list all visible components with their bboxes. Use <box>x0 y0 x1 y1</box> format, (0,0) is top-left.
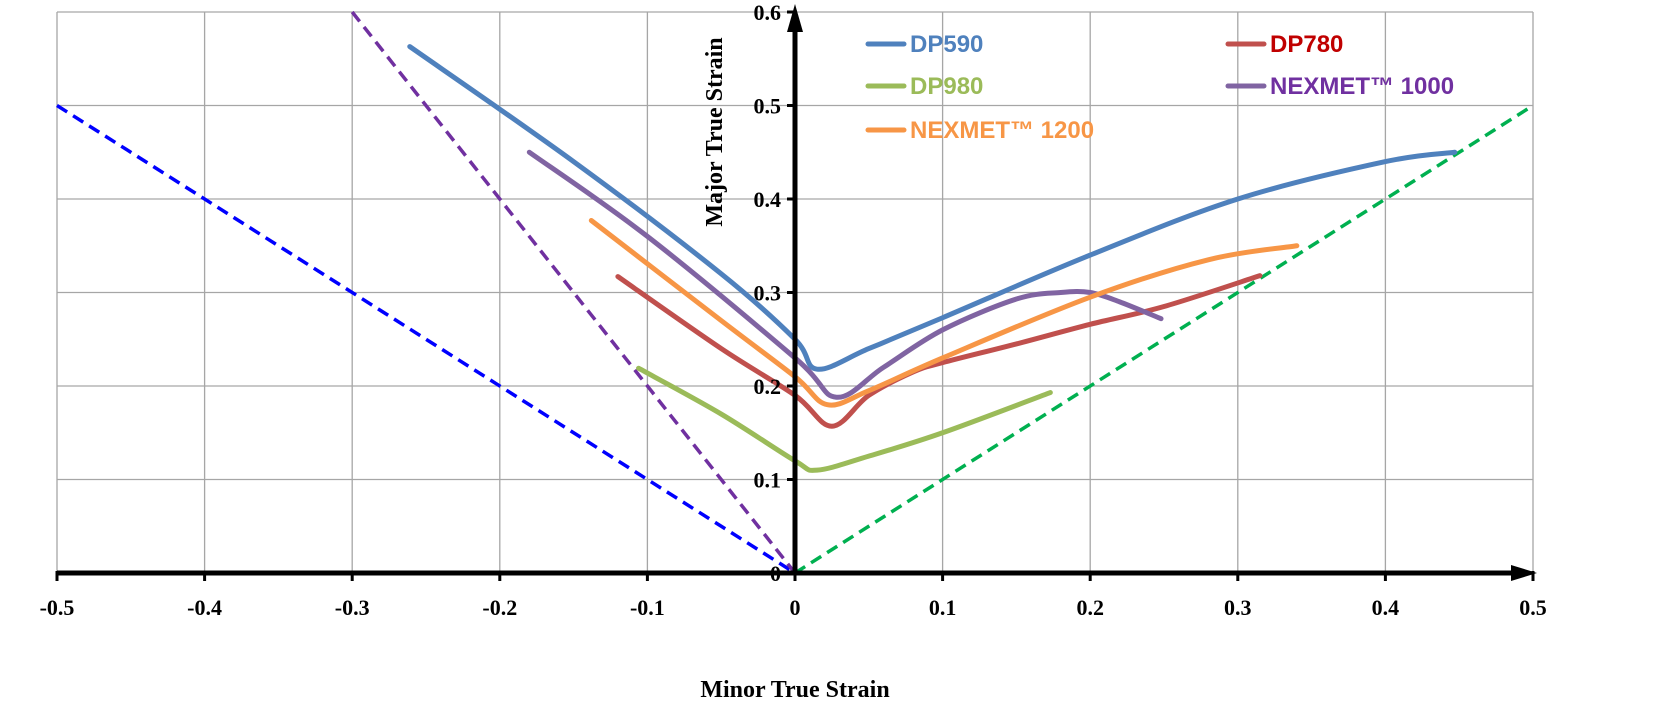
x-tick-label: -0.1 <box>630 595 665 620</box>
legend-label: DP590 <box>910 31 983 58</box>
legend: DP590 DP780 DP980 NEXMET™ 1000 NEXMET™ 1200 <box>865 31 1454 144</box>
reference-line-dashed <box>56 104 796 575</box>
y-tick-label: 0.3 <box>754 281 782 306</box>
legend-label: NEXMET™ 1000 <box>1270 73 1454 100</box>
reference-line-dashed <box>794 104 1534 575</box>
x-tick-label: 0.5 <box>1519 595 1547 620</box>
legend-label: DP980 <box>910 73 983 100</box>
y-tick-label: 0.5 <box>754 94 782 119</box>
x-tick-label: 0.4 <box>1372 595 1400 620</box>
tick-labels: -0.5 -0.4 -0.3 -0.2 -0.1 0 0.1 0.2 0.3 0.4 0.5 0 0.1… <box>40 0 1547 620</box>
x-tick-label: 0.3 <box>1224 595 1252 620</box>
series-line-nexmet-1000 <box>526 149 1164 400</box>
x-tick-label: 0 <box>790 595 801 620</box>
reference-lines <box>56 10 1534 575</box>
y-tick-label: 0 <box>770 561 781 586</box>
series-line-dp590 <box>407 44 1458 372</box>
x-tick-label: -0.4 <box>187 595 222 620</box>
series-line-nexmet-1200 <box>588 218 1300 408</box>
series-line-dp780 <box>615 273 1263 429</box>
y-tick-label: 0.6 <box>754 0 782 25</box>
axes <box>55 4 1537 581</box>
series-lines <box>407 44 1458 473</box>
x-tick-label: -0.3 <box>335 595 370 620</box>
y-tick-label: 0.1 <box>754 468 782 493</box>
x-axis-title: Minor True Strain <box>700 677 889 703</box>
series-line-dp980 <box>636 365 1053 473</box>
legend-label: NEXMET™ 1200 <box>910 117 1094 144</box>
y-tick-label: 0.2 <box>754 374 782 399</box>
reference-line-dashed <box>350 10 797 575</box>
x-axis-arrow-icon <box>1511 565 1537 581</box>
y-tick-label: 0.4 <box>754 187 782 212</box>
x-tick-label: -0.2 <box>482 595 517 620</box>
legend-label: DP780 <box>1270 31 1343 58</box>
x-tick-label: 0.2 <box>1076 595 1104 620</box>
y-axis-title: Major True Strain <box>702 37 728 226</box>
y-axis-arrow-icon <box>787 4 803 32</box>
x-tick-label: -0.5 <box>40 595 75 620</box>
x-tick-label: 0.1 <box>929 595 957 620</box>
